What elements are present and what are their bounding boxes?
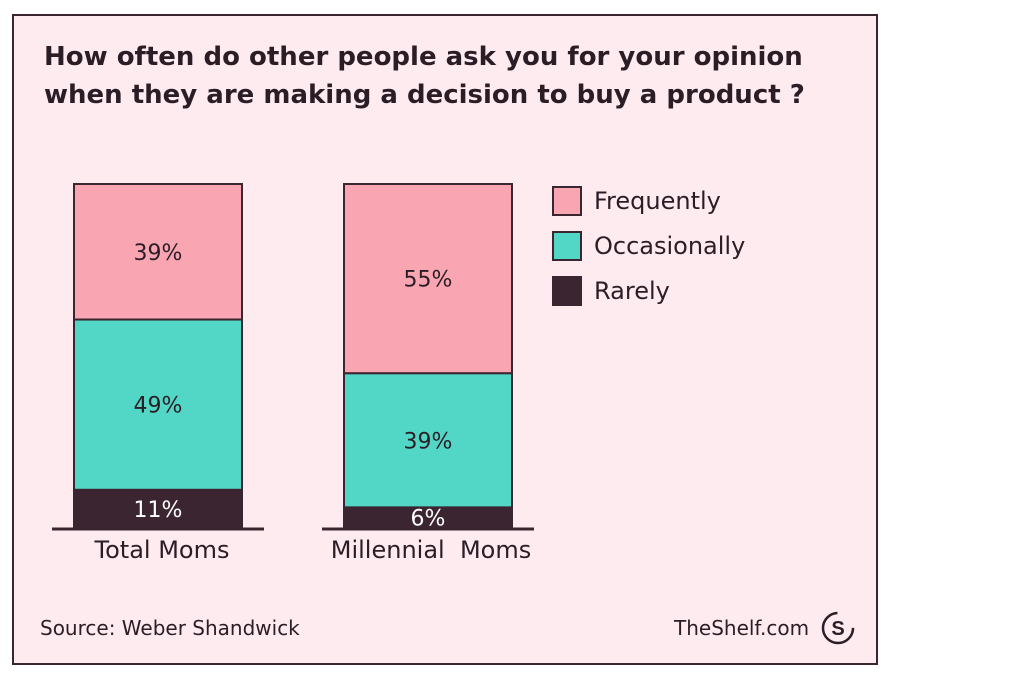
stacked-bar-chart: 11%49%39%6%39%55%: [52, 183, 534, 532]
theshelf-s-logo-icon: S: [821, 611, 855, 645]
data-label-frequently-total-moms: 39%: [134, 241, 183, 266]
legend-item-rarely: Rarely: [552, 274, 670, 308]
legend-swatch-rarely: [552, 276, 582, 306]
bar-segment-frequently-millennial-moms: [343, 183, 513, 375]
bar-segment-occasionally-millennial-moms: [343, 372, 513, 509]
legend-swatch-occasionally: [552, 231, 582, 261]
bar-segment-occasionally-total-moms: [73, 318, 243, 491]
chart-title: How often do other people ask you for yo…: [44, 42, 805, 110]
legend-swatch-frequently: [552, 186, 582, 216]
source-note: Source: Weber Shandwick: [40, 616, 300, 640]
legend-label-rarely: Rarely: [594, 277, 670, 305]
category-label-total-moms: Total Moms: [94, 536, 230, 564]
data-label-rarely-total-moms: 11%: [134, 498, 183, 523]
category-label-millennial-moms: Millennial Moms: [330, 536, 532, 564]
data-label-occasionally-total-moms: 49%: [134, 394, 183, 419]
brand-name: TheShelf.com: [674, 616, 810, 640]
data-label-occasionally-millennial-moms: 39%: [404, 429, 453, 454]
legend-label-frequently: Frequently: [594, 187, 721, 215]
legend-label-occasionally: Occasionally: [594, 232, 746, 260]
legend-item-frequently: Frequently: [552, 184, 721, 218]
data-label-frequently-millennial-moms: 55%: [404, 268, 453, 293]
legend-item-occasionally: Occasionally: [552, 229, 745, 263]
chart-card: How often do other people ask you for yo…: [12, 14, 878, 665]
bar-segment-frequently-total-moms: [73, 183, 243, 321]
svg-text:S: S: [831, 618, 844, 640]
